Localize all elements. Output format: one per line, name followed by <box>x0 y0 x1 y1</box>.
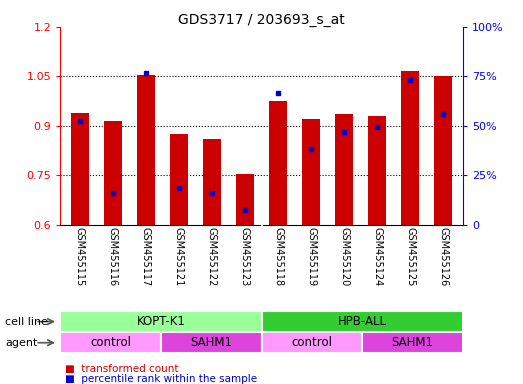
Text: GSM455125: GSM455125 <box>405 227 415 286</box>
Bar <box>362 332 463 353</box>
Text: HPB-ALL: HPB-ALL <box>338 315 386 328</box>
Text: GSM455126: GSM455126 <box>438 227 448 286</box>
Bar <box>401 71 419 225</box>
Text: ■  percentile rank within the sample: ■ percentile rank within the sample <box>65 374 257 384</box>
Bar <box>236 174 254 225</box>
Text: SAHM1: SAHM1 <box>190 336 232 349</box>
Text: ■  transformed count: ■ transformed count <box>65 364 179 374</box>
Text: GDS3717 / 203693_s_at: GDS3717 / 203693_s_at <box>178 13 345 27</box>
Bar <box>60 332 161 353</box>
Bar <box>137 74 155 225</box>
Text: agent: agent <box>5 338 38 348</box>
Text: GSM455123: GSM455123 <box>240 227 250 286</box>
Text: GSM455115: GSM455115 <box>75 227 85 286</box>
Text: GSM455124: GSM455124 <box>372 227 382 286</box>
Text: GSM455116: GSM455116 <box>108 227 118 286</box>
Text: GSM455117: GSM455117 <box>141 227 151 286</box>
Text: GSM455119: GSM455119 <box>306 227 316 286</box>
Bar <box>262 332 362 353</box>
Text: control: control <box>291 336 332 349</box>
Bar <box>170 134 188 225</box>
Bar <box>269 101 287 225</box>
Bar <box>262 311 463 332</box>
Text: GSM455120: GSM455120 <box>339 227 349 286</box>
Bar <box>104 121 122 225</box>
Text: GSM455122: GSM455122 <box>207 227 217 286</box>
Bar <box>71 113 89 225</box>
Bar <box>302 119 320 225</box>
Text: GSM455121: GSM455121 <box>174 227 184 286</box>
Bar <box>60 311 262 332</box>
Text: KOPT-K1: KOPT-K1 <box>137 315 185 328</box>
Text: GSM455118: GSM455118 <box>273 227 283 286</box>
Bar <box>335 114 353 225</box>
Text: control: control <box>90 336 131 349</box>
Bar <box>368 116 386 225</box>
Bar <box>434 76 452 225</box>
Bar <box>203 139 221 225</box>
Text: cell line: cell line <box>5 316 48 327</box>
Text: SAHM1: SAHM1 <box>392 336 434 349</box>
Bar <box>161 332 262 353</box>
